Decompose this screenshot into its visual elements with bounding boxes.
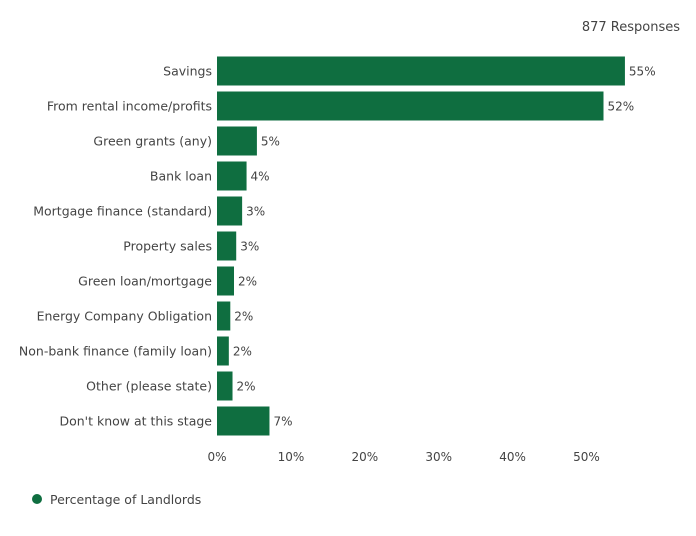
category-label-4: Mortgage finance (standard) [33,204,212,219]
value-label-7: 2% [234,310,253,324]
value-label-5: 3% [240,240,259,254]
legend[interactable]: Percentage of Landlords [32,492,201,507]
value-label-9: 2% [237,380,256,394]
responses-count: 877 Responses [582,20,680,35]
category-label-1: From rental income/profits [47,99,212,114]
bar-9[interactable] [217,371,233,401]
x-tick-label-5: 50% [573,450,600,464]
value-labels: 55% 52% 5% 4% 3% 3% 2% 2% 2% 2% 7% [233,65,656,429]
legend-marker [32,494,42,504]
x-tick-label-4: 40% [499,450,526,464]
bar-2[interactable] [217,126,257,156]
bar-6[interactable] [217,266,234,296]
category-label-9: Other (please state) [86,379,212,394]
bar-8[interactable] [217,336,229,366]
category-label-8: Non-bank finance (family loan) [19,344,212,359]
bar-1[interactable] [217,91,604,121]
legend-label: Percentage of Landlords [50,492,201,507]
bar-3[interactable] [217,161,247,191]
x-tick-label-1: 10% [278,450,305,464]
x-tick-label-2: 20% [351,450,378,464]
bar-0[interactable] [217,56,625,86]
value-label-2: 5% [261,135,280,149]
category-labels: Savings From rental income/profits Green g… [19,64,212,429]
category-label-2: Green grants (any) [93,134,212,149]
value-label-8: 2% [233,345,252,359]
category-label-5: Property sales [123,239,212,254]
x-tick-label-3: 30% [425,450,452,464]
bar-10[interactable] [217,406,270,436]
category-label-0: Savings [163,64,212,79]
bar-4[interactable] [217,196,243,226]
value-label-0: 55% [629,65,656,79]
bar-7[interactable] [217,301,231,331]
bars-group [217,56,625,436]
value-label-3: 4% [251,170,270,184]
bar-5[interactable] [217,231,237,261]
value-label-6: 2% [238,275,257,289]
x-axis-ticks: 0% 10% 20% 30% 40% 50% [207,450,599,464]
category-label-10: Don't know at this stage [59,414,212,429]
category-label-6: Green loan/mortgage [78,274,212,289]
x-tick-label-0: 0% [207,450,226,464]
category-label-7: Energy Company Obligation [37,309,212,324]
value-label-1: 52% [607,100,634,114]
value-label-4: 3% [246,205,265,219]
value-label-10: 7% [273,415,292,429]
category-label-3: Bank loan [150,169,212,184]
